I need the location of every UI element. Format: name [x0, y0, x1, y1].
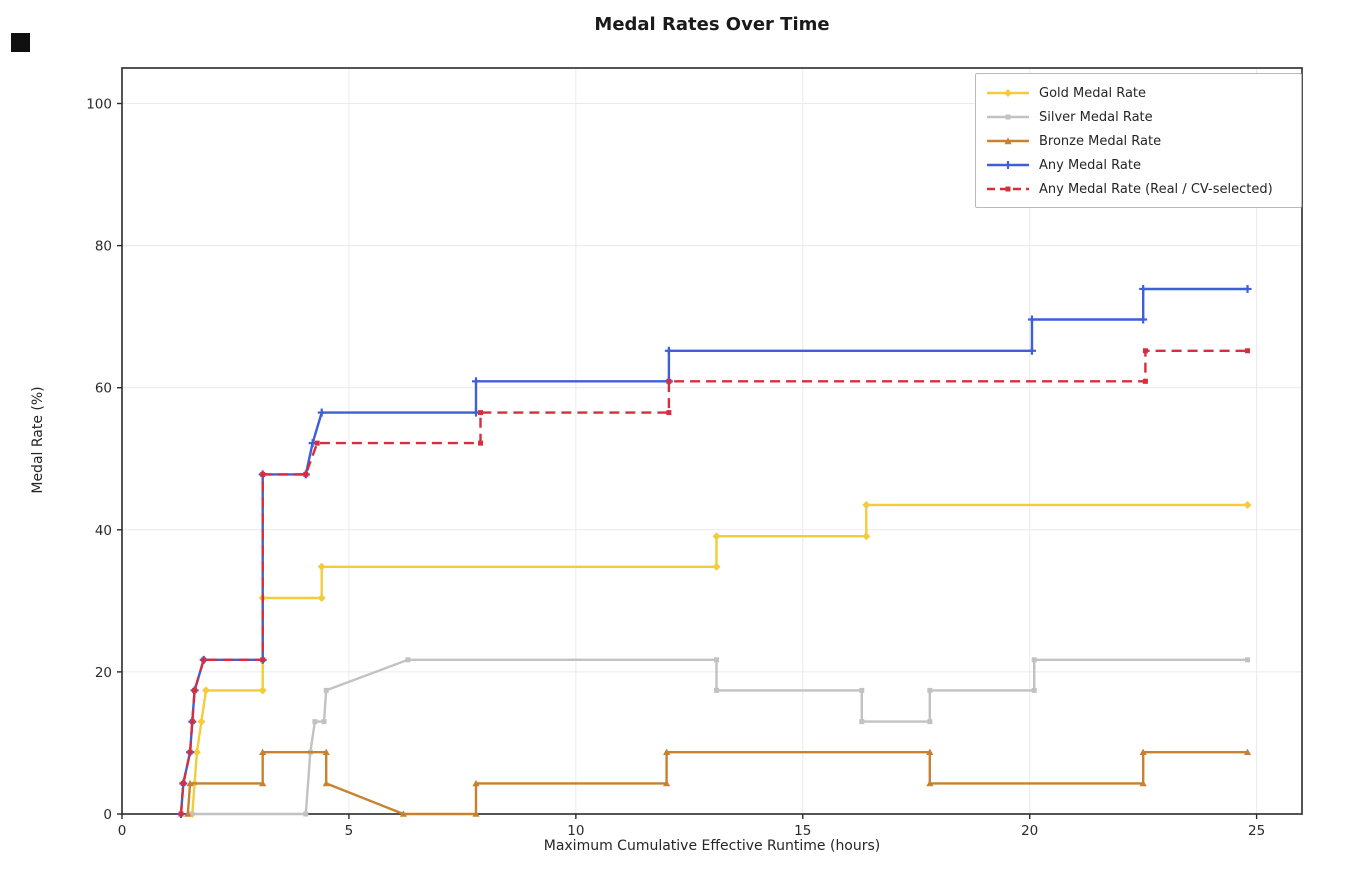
plot-frame — [121, 67, 1303, 815]
series-line-any-medal-rate-real-cv-selected — [179, 349, 1248, 815]
series-marker-bronze-medal-rate — [184, 810, 192, 817]
series-marker-silver-medal-rate — [1031, 657, 1037, 663]
legend-line-sample — [987, 89, 1029, 97]
legend-line-sample — [987, 137, 1029, 145]
series-marker-any-medal-rate-real-cv-selected — [478, 410, 484, 416]
series-marker-any-medal-rate-real-cv-selected — [666, 410, 672, 416]
series-marker-gold-medal-rate — [258, 686, 267, 695]
series-marker-gold-medal-rate — [712, 532, 721, 541]
series-marker-bronze-medal-rate — [186, 779, 194, 787]
y-tick-label: 0 — [103, 807, 112, 823]
y-axis-label: Medal Rate (%) — [30, 386, 46, 494]
series-marker-any-medal-rate-real-cv-selected — [192, 687, 198, 693]
series-marker-any-medal-rate-real-cv-selected — [260, 657, 266, 663]
legend-item-silver-medal-rate: Silver Medal Rate — [985, 105, 1291, 129]
series-marker-silver-medal-rate — [405, 657, 411, 663]
series-marker-any-medal-rate-real-cv-selected — [189, 719, 195, 725]
series-marker-gold-medal-rate — [201, 686, 210, 695]
series-marker-silver-medal-rate — [1031, 687, 1037, 693]
series-marker-bronze-medal-rate — [322, 748, 330, 755]
series-marker-silver-medal-rate — [859, 719, 865, 725]
legend-label: Silver Medal Rate — [1039, 109, 1153, 125]
series-marker-silver-medal-rate — [859, 687, 865, 693]
legend-line-sample — [987, 114, 1029, 120]
series-marker-silver-medal-rate — [1245, 657, 1251, 663]
series-marker-gold-medal-rate — [1243, 500, 1252, 509]
series-marker-bronze-medal-rate — [259, 748, 267, 755]
series-marker-bronze-medal-rate — [663, 779, 671, 787]
y-tick-label: 60 — [95, 381, 112, 397]
series-marker-any-medal-rate-real-cv-selected — [187, 749, 193, 755]
series-line-bronze-medal-rate — [186, 751, 1248, 816]
x-tick-label: 15 — [794, 823, 811, 839]
series-marker-gold-medal-rate — [862, 532, 871, 541]
series-marker-any-medal-rate-real-cv-selected — [478, 440, 484, 446]
series-marker-silver-medal-rate — [714, 657, 720, 663]
series-marker-any-medal-rate-real-cv-selected — [180, 780, 186, 786]
series-marker-bronze-medal-rate — [259, 779, 267, 787]
legend-label: Any Medal Rate (Real / CV-selected) — [1039, 181, 1273, 197]
x-tick-label: 20 — [1021, 823, 1038, 839]
chart-title: Medal Rates Over Time — [594, 14, 830, 35]
y-tick-label: 40 — [95, 523, 112, 539]
x-axis-label: Maximum Cumulative Effective Runtime (ho… — [543, 838, 881, 854]
legend-label: Bronze Medal Rate — [1039, 133, 1162, 149]
series-marker-any-medal-rate-real-cv-selected — [1142, 348, 1148, 354]
y-tick-label: 100 — [86, 97, 112, 113]
legend-item-any-medal-rate-real-cv-selected: Any Medal Rate (Real / CV-selected) — [985, 177, 1291, 201]
series-marker-bronze-medal-rate — [663, 748, 671, 755]
legend-label: Any Medal Rate — [1039, 157, 1141, 173]
legend-line-sample — [987, 161, 1029, 169]
series-line-silver-medal-rate — [190, 658, 1248, 816]
series-marker-any-medal-rate-real-cv-selected — [201, 657, 207, 663]
series-marker-any-medal-rate-real-cv-selected — [260, 471, 266, 477]
series-marker-bronze-medal-rate — [1139, 779, 1147, 787]
series-marker-silver-medal-rate — [187, 811, 193, 817]
series-line-gold-medal-rate — [191, 503, 1248, 815]
y-tick-label: 20 — [95, 665, 112, 681]
series-marker-bronze-medal-rate — [472, 779, 480, 787]
series-marker-silver-medal-rate — [323, 687, 329, 693]
legend-item-bronze-medal-rate: Bronze Medal Rate — [985, 129, 1291, 153]
series-marker-gold-medal-rate — [317, 562, 326, 571]
x-tick-label: 5 — [345, 823, 354, 839]
legend-item-any-medal-rate: Any Medal Rate — [985, 153, 1291, 177]
series-marker-gold-medal-rate — [197, 717, 206, 726]
series-marker-bronze-medal-rate — [1243, 748, 1252, 755]
series-marker-any-medal-rate-real-cv-selected — [1245, 348, 1251, 354]
series-marker-silver-medal-rate — [321, 719, 327, 725]
series-marker-silver-medal-rate — [927, 687, 933, 693]
series-marker-bronze-medal-rate — [1139, 748, 1147, 755]
series-marker-bronze-medal-rate — [322, 779, 330, 787]
series-line-any-medal-rate — [179, 287, 1248, 815]
x-tick-label: 25 — [1248, 823, 1265, 839]
series-marker-any-medal-rate-real-cv-selected — [178, 811, 184, 817]
series-marker-bronze-medal-rate — [926, 779, 934, 787]
legend: Gold Medal Rate Silver Medal Rate Bronze M… — [975, 73, 1302, 208]
series-marker-bronze-medal-rate — [926, 748, 934, 755]
series-marker-gold-medal-rate — [862, 500, 871, 509]
series-marker-silver-medal-rate — [714, 687, 720, 693]
series-marker-any-medal-rate-real-cv-selected — [1142, 378, 1148, 384]
series-marker-silver-medal-rate — [303, 811, 309, 817]
corner-artifact — [11, 33, 30, 52]
series-marker-silver-medal-rate — [927, 719, 933, 725]
series-marker-any-medal-rate-real-cv-selected — [314, 440, 320, 446]
series-marker-any-medal-rate-real-cv-selected — [303, 471, 309, 477]
series-marker-gold-medal-rate — [317, 594, 326, 603]
x-tick-label: 0 — [118, 823, 127, 839]
x-tick-label: 10 — [567, 823, 584, 839]
series-marker-any-medal-rate-real-cv-selected — [666, 378, 672, 384]
legend-item-gold-medal-rate: Gold Medal Rate — [985, 81, 1291, 105]
legend-label: Gold Medal Rate — [1039, 85, 1147, 101]
series-marker-bronze-medal-rate — [472, 810, 480, 817]
legend-line-sample — [987, 186, 1029, 192]
y-tick-label: 80 — [95, 239, 112, 255]
series-marker-bronze-medal-rate — [399, 810, 407, 817]
series-marker-gold-medal-rate — [712, 562, 721, 571]
series-marker-gold-medal-rate — [192, 748, 201, 757]
series-marker-silver-medal-rate — [312, 719, 318, 725]
